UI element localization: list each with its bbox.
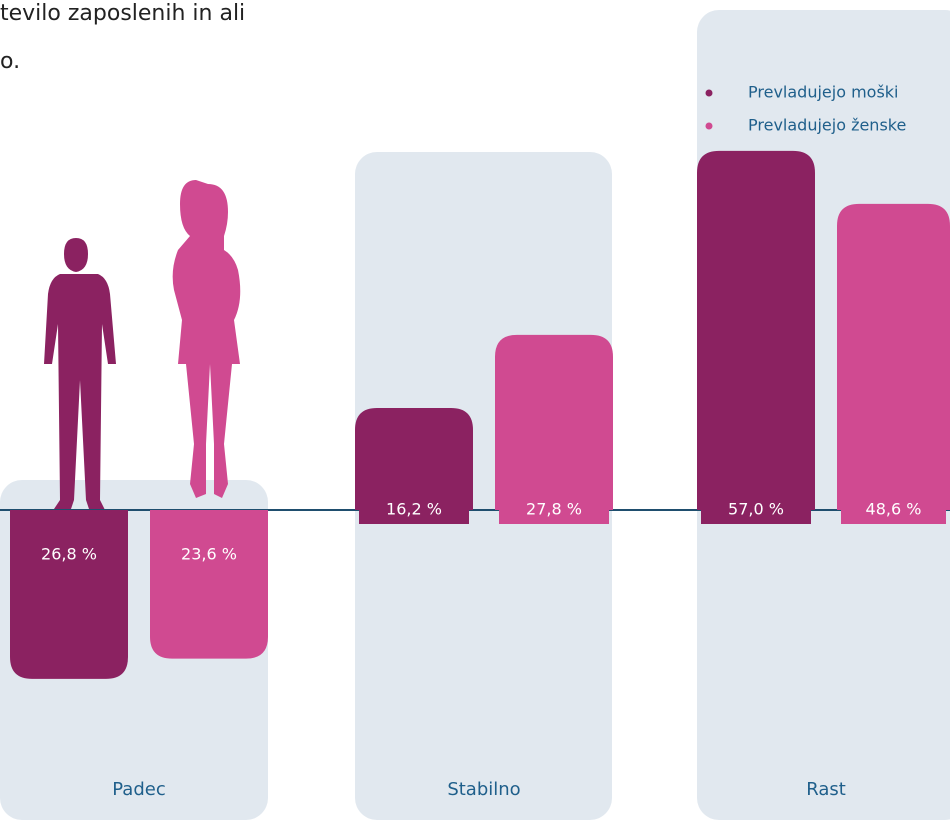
panel [355, 152, 612, 820]
label-box [841, 496, 946, 524]
title-line: tevilo zaposlenih in ali [0, 1, 245, 26]
bar [837, 203, 950, 510]
title-line: o. [0, 49, 20, 74]
woman-silhouette [172, 180, 241, 498]
category-label: Padec [112, 779, 165, 800]
category-label: Stabilno [447, 779, 520, 800]
value-label: 26,8 % [41, 545, 97, 564]
value-label: 16,2 % [386, 500, 442, 519]
value-label: 23,6 % [181, 545, 237, 564]
label-box [359, 496, 469, 524]
value-label: 48,6 % [866, 500, 922, 519]
value-label: 57,0 % [728, 500, 784, 519]
label-box [701, 496, 811, 524]
category-label: Rast [806, 779, 846, 800]
bar [150, 510, 268, 659]
bar [495, 334, 613, 510]
legend-dot [705, 122, 713, 130]
legend-label: Prevladujejo moški [748, 83, 898, 102]
bar [697, 150, 815, 510]
legend-dot [705, 89, 713, 97]
label-box [499, 496, 609, 524]
bar [355, 407, 473, 510]
value-label: 27,8 % [526, 500, 582, 519]
man-silhouette [44, 238, 116, 512]
legend-label: Prevladujejo ženske [748, 116, 906, 135]
bar [10, 510, 128, 679]
